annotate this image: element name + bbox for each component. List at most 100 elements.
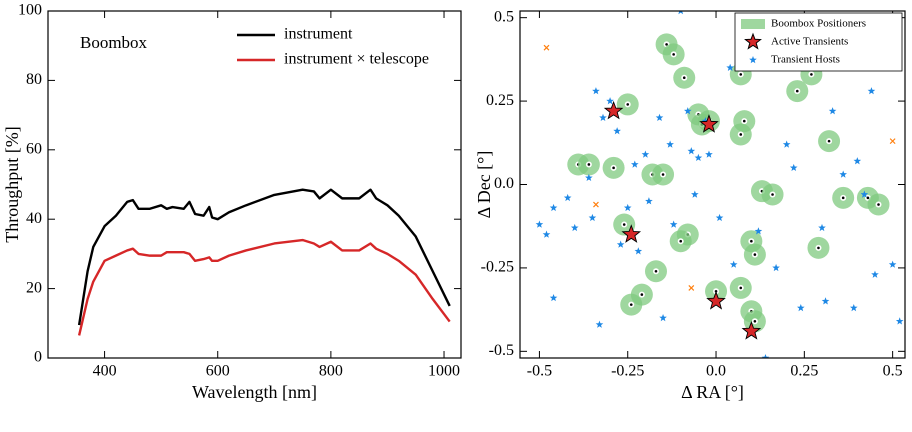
host-star <box>645 197 653 205</box>
y-tick-label: 80 <box>26 71 42 88</box>
positioner-dot <box>827 139 831 143</box>
transient-star <box>699 114 719 133</box>
y-tick-label: 60 <box>26 140 42 157</box>
host-star <box>630 160 639 168</box>
host-star <box>828 107 837 115</box>
positioner-dot <box>742 119 746 123</box>
host-star <box>683 107 692 115</box>
x-tick-label: 400 <box>93 363 117 380</box>
positioner-dot <box>753 253 757 256</box>
legend-swatch <box>749 56 757 64</box>
host-star <box>535 220 544 228</box>
data-line <box>77 188 451 326</box>
x-tick-label: -0.5 <box>527 363 552 380</box>
transient-star <box>741 321 762 340</box>
host-star <box>729 260 738 268</box>
host-star <box>761 354 770 358</box>
plot-frame <box>47 10 462 359</box>
x-tick-label: 600 <box>206 363 230 380</box>
x-tick-label: 0.0 <box>706 363 726 380</box>
cross-marker <box>593 201 599 208</box>
host-star <box>616 240 625 248</box>
host-star <box>617 4 625 11</box>
host-star <box>782 140 791 148</box>
y-tick-label: 0.25 <box>486 92 514 109</box>
cross-marker <box>889 138 896 145</box>
cross-marker <box>543 44 550 51</box>
host-star <box>585 173 593 182</box>
y-tick-label: 100 <box>18 2 42 19</box>
host-star <box>853 157 862 165</box>
positioner-dot <box>841 196 845 200</box>
positioner-dot <box>810 73 813 76</box>
y-axis-label: Δ Dec [°] <box>474 151 494 219</box>
host-star <box>715 213 724 222</box>
positioner-dot <box>682 76 686 80</box>
host-star <box>613 127 621 135</box>
y-tick-label: -0.5 <box>489 342 514 359</box>
positioner-dot <box>750 239 753 243</box>
data-line <box>77 238 451 336</box>
host-star <box>634 247 643 255</box>
host-star <box>867 87 876 95</box>
host-star <box>563 193 572 202</box>
positioner-dot <box>753 319 757 323</box>
host-star <box>595 320 604 328</box>
y-tick-label: 0.0 <box>494 175 514 192</box>
positioner-dot <box>629 303 633 306</box>
transient-star <box>706 290 726 310</box>
positioner-dot <box>817 246 820 250</box>
legend-label: instrument × telescope <box>284 51 429 68</box>
y-tick-label: 40 <box>26 210 42 227</box>
host-star <box>772 263 780 272</box>
host-star <box>860 190 869 198</box>
host-star <box>888 260 897 268</box>
positioner-dot <box>661 173 665 176</box>
transient-star <box>603 100 624 120</box>
host-star <box>641 150 650 158</box>
positioner-dot <box>626 103 630 106</box>
host-star <box>726 63 734 71</box>
plot-frame <box>519 10 906 359</box>
host-star <box>588 213 597 222</box>
transient-star <box>621 224 642 243</box>
legend-label: Active Transients <box>771 36 848 48</box>
host-star <box>754 227 763 235</box>
host-star <box>705 150 713 158</box>
positioner-dot <box>877 203 880 206</box>
host-star <box>797 303 805 312</box>
host-star <box>694 153 703 162</box>
positioner-dot <box>672 53 675 56</box>
positioner-dot <box>739 286 743 290</box>
positioner-dot <box>795 89 799 93</box>
legend: Boombox Positioners Active Transients Tran… <box>734 12 903 72</box>
host-star <box>606 97 614 105</box>
x-tick-label: -0.25 <box>611 363 644 380</box>
positioner-dot <box>679 239 683 243</box>
legend-label: instrument <box>284 26 353 43</box>
positioner-dot <box>739 73 743 76</box>
host-star <box>599 113 607 122</box>
legend-swatch <box>744 32 762 50</box>
host-star <box>623 203 632 212</box>
y-tick-label: 20 <box>26 279 42 296</box>
y-tick-label: 0.5 <box>494 8 514 25</box>
host-star <box>821 297 830 305</box>
host-star <box>691 190 699 198</box>
host-star <box>669 220 678 228</box>
legend-swatch <box>741 19 765 29</box>
x-tick-label: 0.5 <box>883 363 903 380</box>
host-star <box>659 313 667 322</box>
y-axis-label: Throughput [%] <box>2 126 22 242</box>
x-tick-label: 1000 <box>428 363 460 380</box>
positioner-dot <box>612 166 615 170</box>
x-axis-label: Wavelength [nm] <box>192 382 317 402</box>
annotation: Boombox <box>80 33 148 52</box>
host-star <box>818 223 826 232</box>
positioner-dot <box>665 43 668 46</box>
host-star <box>839 170 847 178</box>
host-star <box>549 293 558 302</box>
positioner-dot <box>587 163 591 166</box>
host-star <box>701 117 710 125</box>
